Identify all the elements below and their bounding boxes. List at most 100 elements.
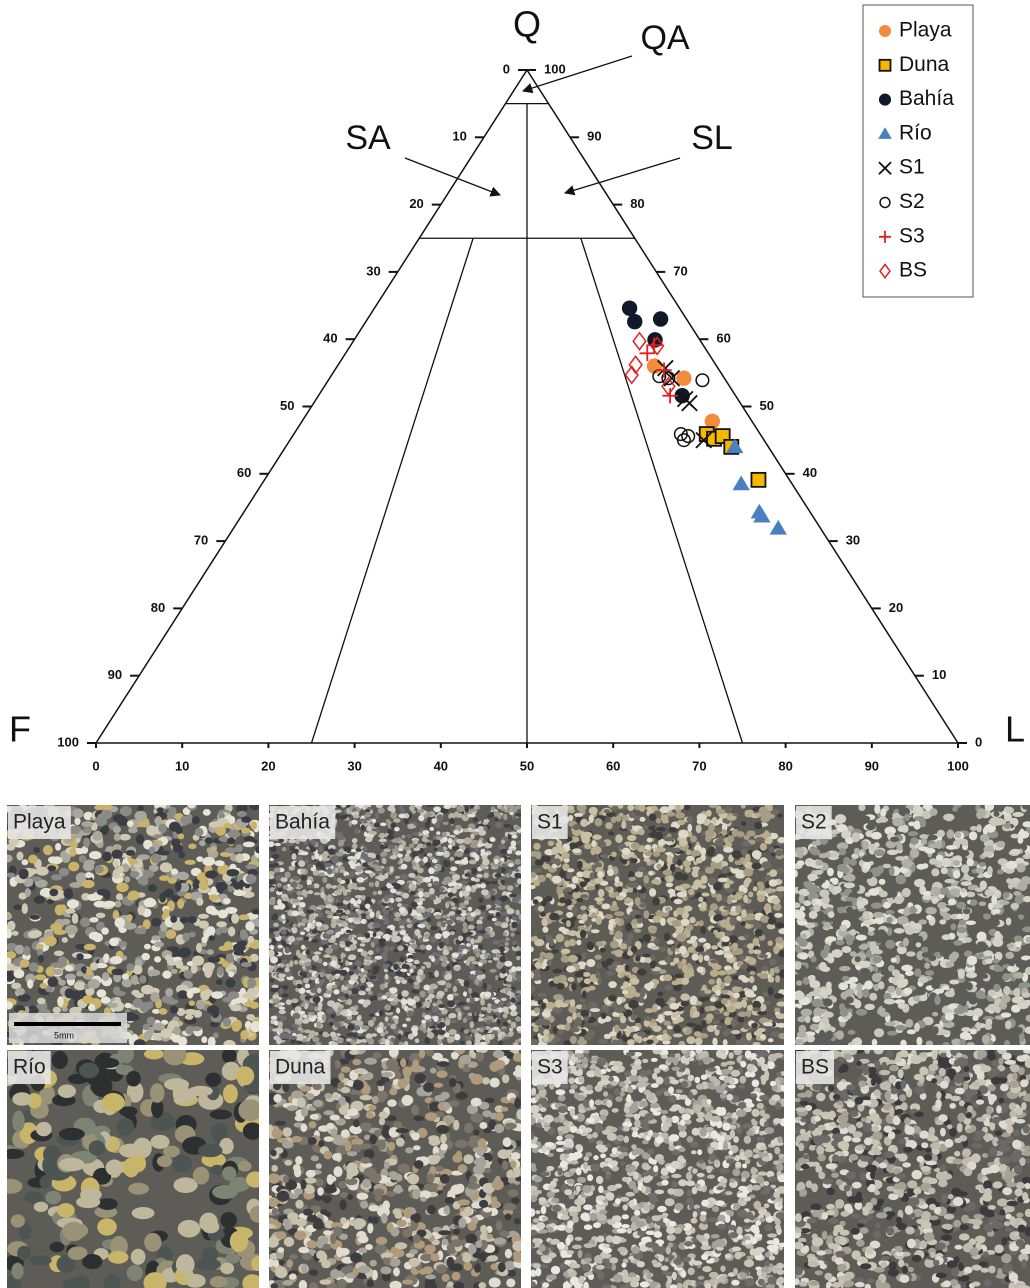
grain xyxy=(686,924,694,931)
grain xyxy=(500,939,508,943)
grain xyxy=(443,805,452,810)
grain xyxy=(417,890,424,898)
grain xyxy=(328,1021,334,1027)
grain xyxy=(423,876,432,883)
grain xyxy=(699,1006,705,1015)
grain xyxy=(637,1031,647,1037)
grain xyxy=(215,881,228,891)
grain xyxy=(364,932,371,939)
grain xyxy=(709,997,717,1002)
grain xyxy=(378,838,387,843)
grain xyxy=(698,937,707,943)
grain xyxy=(774,1007,781,1014)
grain xyxy=(637,828,645,836)
grain xyxy=(274,842,282,847)
grain xyxy=(463,900,469,905)
grain xyxy=(410,901,418,908)
grain xyxy=(531,995,535,1000)
grain xyxy=(151,917,162,927)
grain xyxy=(483,819,490,823)
grain xyxy=(196,999,206,1010)
grain xyxy=(461,890,470,897)
grain xyxy=(357,948,364,953)
grain xyxy=(455,1007,461,1013)
grain xyxy=(429,894,437,901)
grain xyxy=(114,917,126,929)
grain xyxy=(663,974,673,982)
grain xyxy=(605,971,616,976)
grain xyxy=(192,955,205,966)
grain xyxy=(385,1039,390,1045)
grain xyxy=(470,833,475,840)
grain xyxy=(611,892,619,898)
grain xyxy=(630,858,638,864)
grain xyxy=(399,956,405,963)
grain xyxy=(295,987,300,992)
grain xyxy=(495,822,503,829)
grain xyxy=(204,837,213,844)
grain xyxy=(245,864,258,870)
grain xyxy=(580,818,588,828)
grain xyxy=(218,945,230,951)
grain xyxy=(471,867,477,875)
grain xyxy=(269,845,277,853)
grain xyxy=(397,1033,402,1040)
grain xyxy=(337,884,343,889)
grain xyxy=(443,1032,450,1038)
grain xyxy=(531,946,534,953)
grain xyxy=(576,871,585,878)
grain xyxy=(101,927,109,935)
grain xyxy=(630,1014,637,1021)
q-tick-label: 80 xyxy=(630,196,644,211)
grain xyxy=(476,974,485,980)
grain xyxy=(15,987,25,996)
grain xyxy=(705,829,715,838)
grain xyxy=(494,858,499,865)
grain xyxy=(165,929,177,939)
grain xyxy=(531,884,536,890)
grain xyxy=(7,920,16,931)
l-tick-label: 10 xyxy=(175,758,189,773)
grain xyxy=(233,943,246,952)
grain xyxy=(150,991,160,1003)
grain xyxy=(363,965,372,970)
grain xyxy=(510,840,517,847)
grain xyxy=(297,1010,306,1015)
grain xyxy=(68,861,80,872)
grain xyxy=(756,881,764,887)
grain xyxy=(359,985,366,991)
grain xyxy=(447,1035,455,1043)
grain xyxy=(432,880,440,887)
grain xyxy=(532,899,539,905)
grain xyxy=(131,974,139,986)
grain xyxy=(57,956,68,968)
grain xyxy=(330,960,337,967)
grain xyxy=(194,827,204,837)
grain xyxy=(614,911,625,917)
grain xyxy=(687,972,695,977)
grain xyxy=(961,1027,971,1033)
grain xyxy=(36,1002,48,1011)
grain xyxy=(748,948,755,954)
grain xyxy=(778,1032,784,1040)
grain xyxy=(383,909,390,916)
grain xyxy=(416,805,422,810)
grain xyxy=(212,1032,219,1039)
grain xyxy=(721,998,728,1005)
grain xyxy=(608,922,614,931)
grain xyxy=(196,856,204,862)
grain xyxy=(433,871,439,875)
grain xyxy=(300,851,309,856)
grain xyxy=(158,823,168,834)
grain xyxy=(296,949,301,957)
grain xyxy=(655,826,666,832)
grain xyxy=(596,900,603,905)
grain xyxy=(514,1016,521,1022)
grain xyxy=(769,847,775,853)
grain xyxy=(614,949,624,958)
grain xyxy=(111,968,124,976)
grain xyxy=(532,1026,539,1033)
grain xyxy=(360,976,366,984)
grain xyxy=(128,827,138,834)
